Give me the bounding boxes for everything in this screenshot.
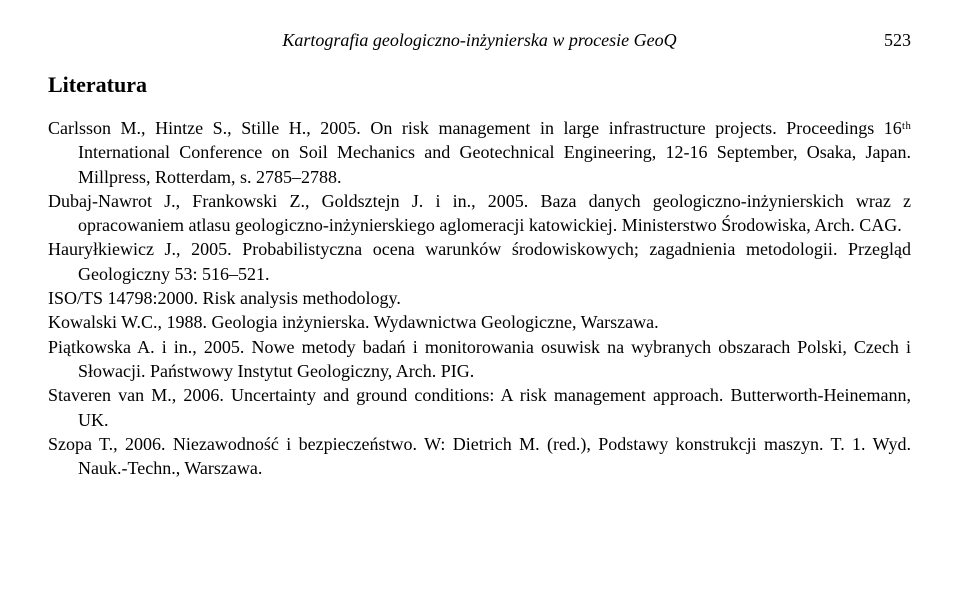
reference-item: Hauryłkiewicz J., 2005. Probabilistyczna… — [48, 237, 911, 286]
reference-item: Kowalski W.C., 1988. Geologia inżyniersk… — [48, 310, 911, 334]
page-number: 523 — [861, 28, 911, 52]
running-head-spacer — [48, 28, 98, 52]
reference-item: Piątkowska A. i in., 2005. Nowe metody b… — [48, 335, 911, 384]
reference-item: Staveren van M., 2006. Uncertainty and g… — [48, 383, 911, 432]
reference-item: ISO/TS 14798:2000. Risk analysis methodo… — [48, 286, 911, 310]
running-head: Kartografia geologiczno-inżynierska w pr… — [48, 28, 911, 52]
reference-item: Szopa T., 2006. Niezawodność i bezpiecze… — [48, 432, 911, 481]
reference-item: Dubaj-Nawrot J., Frankowski Z., Goldszte… — [48, 189, 911, 238]
running-head-title: Kartografia geologiczno-inżynierska w pr… — [98, 28, 861, 52]
references-list: Carlsson M., Hintze S., Stille H., 2005.… — [48, 116, 911, 480]
section-heading: Literatura — [48, 70, 911, 100]
reference-item: Carlsson M., Hintze S., Stille H., 2005.… — [48, 116, 911, 189]
